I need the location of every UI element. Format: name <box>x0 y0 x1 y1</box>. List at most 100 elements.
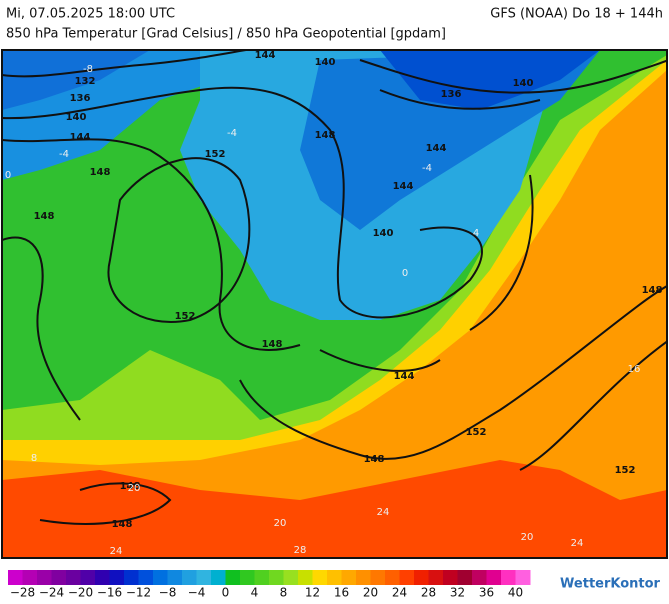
colorbar-swatch <box>51 570 67 585</box>
contour-label: 140 <box>373 228 394 239</box>
contour-label: 140 <box>315 57 336 68</box>
contour-label: 136 <box>70 93 91 104</box>
header-datetime: Mi, 07.05.2025 18:00 UTC <box>6 7 175 22</box>
contour-label: 140 <box>513 78 534 89</box>
colorbar-label: 24 <box>392 586 407 600</box>
colorbar-swatch <box>109 570 125 585</box>
isohypse <box>2 138 301 351</box>
colorbar-swatch <box>356 570 371 585</box>
contour-label: 148 <box>112 519 133 530</box>
colorbar-label: 36 <box>479 586 494 600</box>
isohypse <box>359 59 667 110</box>
colorbar-swatch <box>80 570 96 585</box>
isotherm-label: 0 <box>5 170 11 181</box>
colorbar-label: 4 <box>251 586 259 600</box>
colorbar-swatch <box>486 570 502 585</box>
isotherm-label: 20 <box>274 518 287 529</box>
header-subtitle: 850 hPa Temperatur [Grad Celsius] / 850 … <box>6 27 446 42</box>
contour-label: 148 <box>120 481 141 492</box>
isotherm-label: 16 <box>628 364 641 375</box>
contour-label: 148 <box>262 339 283 350</box>
colorbar-swatch <box>414 570 429 585</box>
colorbar-swatch <box>428 570 444 585</box>
contour-label: 152 <box>466 427 487 438</box>
colorbar-swatch <box>240 570 255 585</box>
colorbar-label: −4 <box>188 586 206 600</box>
field-blue-nw <box>2 50 150 110</box>
isohypse <box>2 86 483 319</box>
field-blue <box>300 50 600 230</box>
contour-label: 136 <box>441 89 462 100</box>
colorbar-label: −24 <box>39 586 64 600</box>
header-model: GFS (NOAA) Do 18 + 144h <box>490 7 663 22</box>
contour-label: 144 <box>394 371 415 382</box>
colorbar-label: −28 <box>10 586 35 600</box>
colorbar-swatch <box>153 570 168 585</box>
logo: WetterKontor <box>560 577 661 592</box>
temperature-labels: -8 -4 0 -4 -4 0 4 8 16 20 20 20 24 24 24… <box>5 64 641 557</box>
colorbar-swatch <box>167 570 183 585</box>
contour-label: 148 <box>34 211 55 222</box>
colorbar-swatch <box>515 570 531 585</box>
isotherm-label: -8 <box>83 64 93 75</box>
colorbar-swatch <box>269 570 284 585</box>
colorbar-swatch <box>327 570 342 585</box>
isohypse <box>319 174 534 372</box>
field-darkblue <box>380 50 600 110</box>
colorbar-swatch <box>312 570 328 585</box>
field-red <box>2 460 667 558</box>
contour-label: 148 <box>642 285 663 296</box>
colorbar-swatch <box>225 570 241 585</box>
colorbar-swatch <box>66 570 81 585</box>
colorbar-label: −8 <box>159 586 177 600</box>
map-frame <box>1 49 668 559</box>
colorbar-label: 20 <box>363 586 378 600</box>
colorbar-swatch <box>370 570 386 585</box>
isohypse <box>239 284 667 460</box>
isohypse <box>39 340 667 525</box>
colorbar-swatch <box>443 570 458 585</box>
contour-label: 144 <box>255 50 276 61</box>
contour-label: 144 <box>426 143 447 154</box>
isotherm-label: -4 <box>422 163 432 174</box>
colorbar-label: −16 <box>97 586 122 600</box>
colorbar-swatch <box>37 570 52 585</box>
map: 132 136 140 144 148 148 152 152 148 144 … <box>2 50 667 558</box>
colorbar-swatch <box>385 570 400 585</box>
contour-label: 148 <box>315 130 336 141</box>
colorbar-label: −12 <box>126 586 151 600</box>
colorbar-swatch <box>283 570 299 585</box>
contour-label: 152 <box>205 149 226 160</box>
colorbar-swatch <box>138 570 154 585</box>
colorbar: −28 −24 −20 −16 −12 −8 −4 0 4 8 12 16 20 24 28 32 36 40 <box>8 570 531 600</box>
isotherm-label: -4 <box>227 128 237 139</box>
contour-label: 140 <box>66 112 87 123</box>
colorbar-swatch <box>254 570 270 585</box>
contour-label: 144 <box>70 132 91 143</box>
colorbar-label: 40 <box>508 586 523 600</box>
colorbar-label: −20 <box>68 586 93 600</box>
contour-label: 148 <box>90 167 111 178</box>
colorbar-swatch <box>457 570 473 585</box>
geopotential-labels: 132 136 140 144 148 148 152 152 148 144 … <box>34 50 663 530</box>
isotherm-label: 24 <box>110 546 123 557</box>
colorbar-swatch <box>472 570 487 585</box>
colorbar-swatch <box>501 570 516 585</box>
contour-label: 148 <box>364 454 385 465</box>
colorbar-label: 32 <box>450 586 465 600</box>
colorbar-swatch <box>298 570 313 585</box>
contour-label: 144 <box>393 181 414 192</box>
contour-label: 152 <box>615 465 636 476</box>
colorbar-swatch <box>22 570 38 585</box>
colorbar-swatch <box>182 570 197 585</box>
colorbar-label: 28 <box>421 586 436 600</box>
isotherm-label: 20 <box>521 532 534 543</box>
colorbar-swatch <box>341 570 357 585</box>
colorbar-swatch <box>399 570 415 585</box>
colorbar-swatch <box>8 570 23 585</box>
colorbar-label: 12 <box>305 586 320 600</box>
isotherm-label: 24 <box>377 507 390 518</box>
colorbar-label: 8 <box>280 586 288 600</box>
isotherm-label: 8 <box>31 453 37 464</box>
